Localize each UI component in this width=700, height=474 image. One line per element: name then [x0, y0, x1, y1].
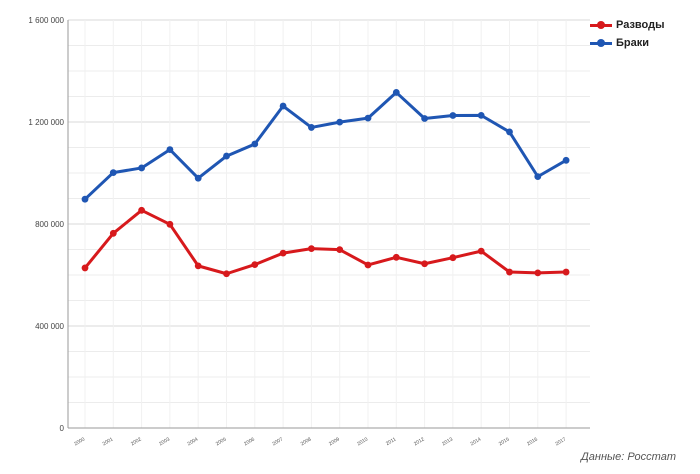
x-tick-label: 2011	[385, 436, 398, 447]
data-point[interactable]	[392, 253, 400, 261]
x-axis: 2000 2001 2002 2003 2004 2005 2006 2007 2008 2009…	[68, 427, 590, 447]
series-divorces	[81, 206, 570, 278]
chart-legend: Разводы Браки	[590, 16, 664, 52]
data-point[interactable]	[534, 173, 542, 181]
data-point[interactable]	[449, 112, 457, 119]
y-tick-label: 1 600 000	[28, 16, 64, 25]
legend-swatch-divorces	[590, 20, 612, 30]
data-point[interactable]	[364, 261, 372, 269]
data-point[interactable]	[251, 140, 259, 148]
data-point[interactable]	[562, 268, 570, 276]
y-tick-label: 800 000	[35, 220, 64, 229]
x-tick-label: 2010	[356, 436, 369, 447]
x-tick-label: 2001	[102, 436, 115, 447]
data-point[interactable]	[81, 264, 89, 272]
data-point[interactable]	[534, 269, 542, 277]
data-point[interactable]	[251, 261, 259, 268]
legend-item-marriages[interactable]: Браки	[590, 34, 664, 51]
data-point[interactable]	[109, 229, 117, 237]
data-point[interactable]	[166, 220, 174, 228]
data-point[interactable]	[421, 260, 428, 268]
series-marriages	[81, 89, 570, 203]
chart-series	[81, 89, 570, 278]
data-point[interactable]	[279, 249, 287, 257]
data-point[interactable]	[223, 152, 230, 160]
x-tick-label: 2004	[187, 436, 200, 447]
chart-gridlines	[68, 19, 590, 429]
x-tick-label: 2017	[554, 436, 567, 447]
data-point[interactable]	[308, 124, 315, 131]
x-tick-label: 2005	[215, 436, 228, 447]
y-tick-label: 1 200 000	[28, 118, 64, 127]
data-point[interactable]	[81, 195, 89, 203]
data-point[interactable]	[109, 169, 117, 176]
x-tick-label: 2016	[526, 436, 539, 447]
data-point[interactable]	[194, 174, 202, 182]
x-tick-label: 2000	[73, 436, 86, 447]
x-tick-label: 2015	[498, 436, 511, 447]
x-tick-label: 2012	[413, 436, 426, 447]
x-tick-label: 2006	[243, 436, 256, 447]
data-point[interactable]	[166, 146, 174, 153]
data-point[interactable]	[364, 114, 372, 122]
data-point[interactable]	[562, 156, 570, 164]
series-line	[83, 208, 568, 276]
legend-item-divorces[interactable]: Разводы	[590, 16, 664, 33]
series-line	[83, 90, 568, 201]
data-point[interactable]	[138, 206, 146, 214]
y-tick-label: 400 000	[35, 322, 64, 331]
data-point[interactable]	[392, 89, 400, 96]
x-tick-label: 2013	[441, 436, 454, 447]
y-tick-label: 0	[60, 424, 65, 433]
data-source-note: Данные: Росстат	[581, 451, 676, 463]
data-point[interactable]	[194, 262, 202, 270]
data-point[interactable]	[308, 245, 315, 253]
x-tick-label: 2007	[271, 436, 284, 447]
data-point[interactable]	[506, 268, 513, 276]
x-tick-label: 2002	[130, 436, 143, 447]
x-tick-label: 2014	[470, 436, 483, 447]
legend-swatch-marriages	[590, 38, 612, 48]
y-axis: 0 400 000 800 000 1 200 000 1 600 000	[28, 16, 69, 433]
data-point[interactable]	[506, 128, 513, 136]
legend-label-marriages: Браки	[616, 36, 650, 49]
data-point[interactable]	[336, 246, 344, 254]
data-point[interactable]	[421, 115, 428, 122]
data-point[interactable]	[336, 118, 344, 126]
data-point[interactable]	[477, 247, 485, 255]
x-tick-label: 2009	[328, 436, 341, 447]
legend-label-divorces: Разводы	[616, 18, 665, 31]
data-point[interactable]	[279, 102, 287, 110]
data-point[interactable]	[223, 270, 230, 278]
x-tick-label: 2003	[158, 436, 171, 447]
data-point[interactable]	[138, 164, 146, 172]
data-point[interactable]	[477, 111, 485, 119]
x-tick-label: 2008	[300, 436, 313, 447]
data-point[interactable]	[449, 254, 457, 262]
